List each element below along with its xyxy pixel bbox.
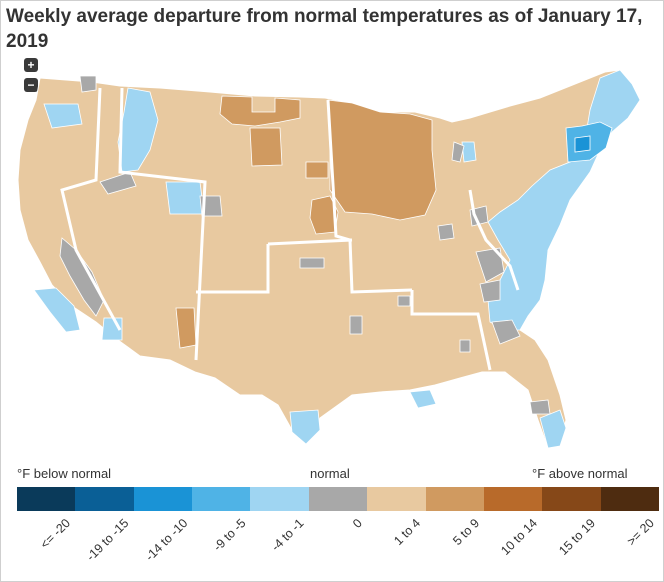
legend-tick: 10 to 14 bbox=[484, 512, 542, 580]
legend-tick: -4 to -1 bbox=[250, 512, 308, 580]
region-michigan-minus4to1[interactable] bbox=[461, 141, 477, 163]
legend-tick: -14 to -10 bbox=[134, 512, 192, 580]
region-florida-minus4to1[interactable] bbox=[539, 409, 567, 449]
legend-swatch bbox=[367, 487, 426, 511]
region-south-dakota-5to9[interactable] bbox=[249, 127, 283, 167]
legend-tick: 1 to 4 bbox=[367, 512, 425, 580]
legend-swatch bbox=[542, 487, 601, 511]
boundary-south bbox=[267, 238, 353, 246]
legend-bin-label: -14 to -10 bbox=[142, 516, 190, 564]
legend-tick: 0 bbox=[309, 512, 367, 580]
region-wisconsin-normal[interactable] bbox=[451, 141, 465, 163]
legend-tick: <= -20 bbox=[17, 512, 75, 580]
region-virginia-normal[interactable] bbox=[479, 279, 501, 303]
legend-above-normal-label: °F above normal bbox=[532, 466, 628, 481]
boundary-mountain bbox=[118, 87, 207, 361]
region-nevada-normal[interactable] bbox=[99, 171, 137, 195]
legend-bin-label: <= -20 bbox=[37, 516, 74, 552]
legend-swatch bbox=[17, 487, 76, 511]
us-temperature-map[interactable] bbox=[0, 0, 664, 470]
legend-tick: -19 to -15 bbox=[75, 512, 133, 580]
legend-normal-label: normal bbox=[310, 466, 350, 481]
regional-boundaries bbox=[60, 87, 520, 371]
region-southern-cal-minus4to1[interactable] bbox=[33, 287, 81, 333]
region-wyoming-minus4to1[interactable] bbox=[165, 181, 205, 215]
legend-swatch bbox=[75, 487, 134, 511]
region-texas-coast-minus4to1[interactable] bbox=[289, 409, 321, 445]
region-washington-minus4to1[interactable] bbox=[43, 103, 83, 129]
region-florida-normal[interactable] bbox=[529, 399, 551, 415]
legend-tick: 15 to 19 bbox=[542, 512, 600, 580]
legend-swatch bbox=[600, 487, 659, 511]
region-nebraska-5to9[interactable] bbox=[305, 161, 329, 179]
legend-tick: 5 to 9 bbox=[426, 512, 484, 580]
legend-bin-label: 10 to 14 bbox=[498, 516, 541, 558]
legend-color-bar bbox=[17, 487, 659, 511]
legend-bin-label: 15 to 19 bbox=[556, 516, 599, 558]
region-oklahoma-normal[interactable] bbox=[349, 315, 363, 335]
legend-bin-label: -9 to -5 bbox=[210, 516, 249, 554]
legend-bin-label: 0 bbox=[350, 516, 366, 531]
region-missouri-normal[interactable] bbox=[437, 223, 455, 241]
region-new-mexico-5to9[interactable] bbox=[175, 307, 197, 349]
legend-swatch bbox=[308, 487, 368, 511]
legend-bin-label: 1 to 4 bbox=[391, 516, 424, 549]
zoom-out-button[interactable]: − bbox=[24, 78, 38, 92]
legend-swatch bbox=[250, 487, 309, 511]
boundary-west bbox=[60, 87, 122, 331]
legend-swatch bbox=[425, 487, 484, 511]
boundary-southeast bbox=[410, 290, 492, 371]
zoom-in-button[interactable]: + bbox=[24, 58, 38, 72]
legend-bin-label: >= 20 bbox=[624, 516, 657, 549]
region-conus[interactable] bbox=[17, 69, 641, 449]
region-montana-normal[interactable] bbox=[79, 75, 97, 93]
region-vermont-minus14to10[interactable] bbox=[574, 135, 591, 153]
legend-below-normal-label: °F below normal bbox=[17, 466, 112, 481]
region-louisiana-minus4to1[interactable] bbox=[409, 389, 437, 409]
legend-swatch bbox=[192, 487, 251, 511]
region-upper-midwest-5to9[interactable] bbox=[327, 99, 437, 221]
legend-swatch bbox=[483, 487, 543, 511]
legend-tick: -9 to -5 bbox=[192, 512, 250, 580]
region-north-dakota-5to9[interactable] bbox=[219, 95, 301, 127]
region-arkansas-normal[interactable] bbox=[397, 295, 411, 307]
legend-tick: >= 20 bbox=[601, 512, 659, 580]
region-kansas-normal[interactable] bbox=[299, 257, 325, 269]
region-georgia-normal[interactable] bbox=[459, 339, 471, 353]
boundary-south-west bbox=[196, 244, 270, 294]
legend-tick-labels: <= -20 -19 to -15 -14 to -10 -9 to -5 -4 to … bbox=[17, 512, 659, 580]
legend-swatch bbox=[133, 487, 193, 511]
map-title: Weekly average departure from normal tem… bbox=[6, 6, 643, 52]
region-appalachia-normal[interactable] bbox=[475, 247, 505, 283]
legend-bin-label: 5 to 9 bbox=[449, 516, 482, 549]
legend-bin-label: -19 to -15 bbox=[83, 516, 132, 564]
region-carolinas-normal[interactable] bbox=[491, 319, 521, 345]
boundary-northeast bbox=[468, 189, 520, 291]
legend-bin-label: -4 to -1 bbox=[268, 516, 307, 554]
